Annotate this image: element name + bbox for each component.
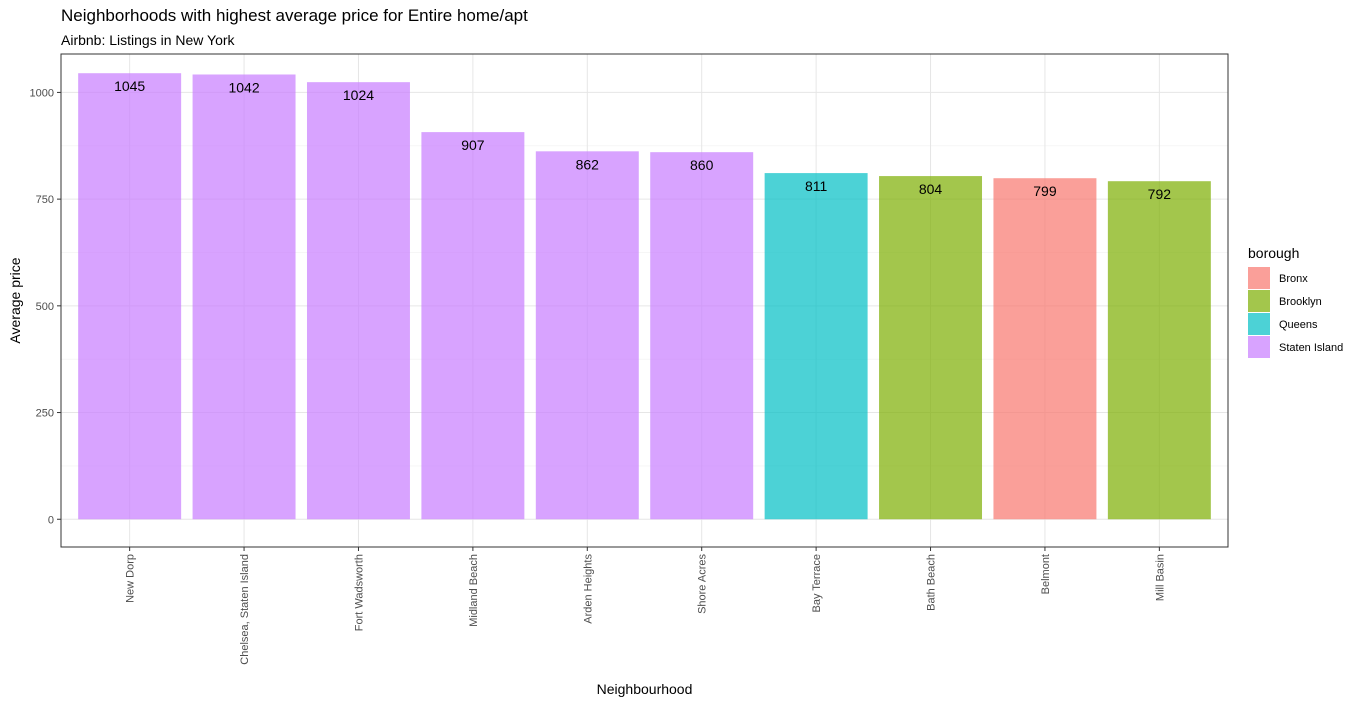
panel-border xyxy=(60,53,1229,548)
y-axis-title: Average price xyxy=(7,257,23,343)
legend: borough Bronx Brooklyn Queens Staten Island xyxy=(1248,245,1343,358)
bar-value-label: 907 xyxy=(461,137,485,153)
x-axis: New Dorp Chelsea, Staten Island Fort Wadsw… xyxy=(125,547,1166,665)
legend-label: Staten Island xyxy=(1279,342,1343,354)
bar-value-label: 804 xyxy=(919,181,943,197)
legend-title: borough xyxy=(1248,245,1299,261)
y-tick-label: 0 xyxy=(48,514,54,526)
bar xyxy=(192,74,296,520)
x-axis-title: Neighbourhood xyxy=(597,681,693,697)
bar xyxy=(78,73,182,520)
x-tick-label: Bay Terrace xyxy=(811,554,823,613)
bar-value-label: 1024 xyxy=(343,87,374,103)
y-tick-label: 750 xyxy=(36,194,54,206)
bar xyxy=(993,178,1097,520)
bar-value-label: 1045 xyxy=(114,78,145,94)
legend-swatch xyxy=(1248,313,1270,335)
bar xyxy=(421,132,525,520)
y-axis: 0 250 500 750 1000 xyxy=(30,87,61,526)
bar-value-label: 792 xyxy=(1148,186,1172,202)
bar-value-label: 1042 xyxy=(228,79,259,95)
bar xyxy=(650,152,754,520)
bar xyxy=(879,176,983,520)
legend-label: Queens xyxy=(1279,319,1318,331)
x-tick-label: Mill Basin xyxy=(1154,554,1166,601)
bar-value-label: 860 xyxy=(690,157,714,173)
x-tick-label: Belmont xyxy=(1040,554,1052,594)
legend-swatch xyxy=(1248,267,1270,289)
bar xyxy=(1107,181,1211,520)
legend-label: Bronx xyxy=(1279,273,1308,285)
y-tick-label: 1000 xyxy=(30,87,54,99)
bar-value-label: 799 xyxy=(1033,183,1057,199)
x-tick-label: Fort Wadsworth xyxy=(353,554,365,631)
bar xyxy=(535,151,639,520)
y-tick-label: 500 xyxy=(36,301,54,313)
legend-swatch xyxy=(1248,290,1270,312)
bars: 1045 1042 1024 907 862 860 811 804 799 792 xyxy=(78,73,1211,520)
x-tick-label: New Dorp xyxy=(125,554,137,603)
legend-label: Brooklyn xyxy=(1279,296,1322,308)
bar xyxy=(764,173,868,520)
y-tick-label: 250 xyxy=(36,408,54,420)
bar xyxy=(306,82,410,520)
bar-value-label: 862 xyxy=(576,156,600,172)
x-tick-label: Bath Beach xyxy=(926,554,938,611)
legend-swatch xyxy=(1248,336,1270,358)
bar-value-label: 811 xyxy=(805,178,828,194)
chart-title: Neighborhoods with highest average price… xyxy=(61,6,528,25)
chart-subtitle: Airbnb: Listings in New York xyxy=(61,32,235,48)
x-tick-label: Arden Heights xyxy=(582,554,594,624)
x-tick-label: Shore Acres xyxy=(697,554,709,614)
x-tick-label: Chelsea, Staten Island xyxy=(239,554,251,665)
x-tick-label: Midland Beach xyxy=(468,554,480,627)
